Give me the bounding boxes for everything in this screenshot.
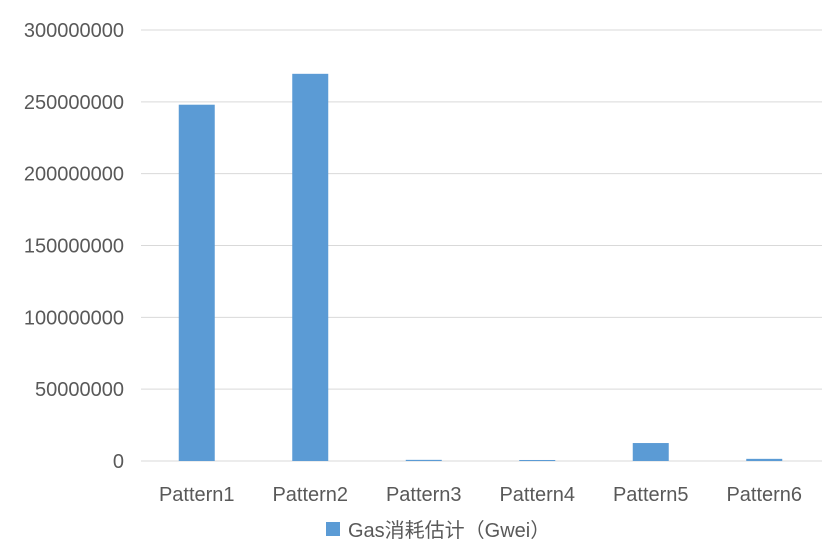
y-tick-label: 250000000 xyxy=(24,92,124,114)
x-category-label: Pattern4 xyxy=(499,484,575,506)
y-tick-label: 50000000 xyxy=(35,379,124,401)
y-axis-tick-labels: 0 50000000 100000000 150000000 200000000 2500… xyxy=(24,20,124,473)
x-category-label: Pattern2 xyxy=(272,484,348,506)
gridlines xyxy=(141,29,822,462)
y-tick-label: 150000000 xyxy=(24,236,124,258)
x-category-label: Pattern6 xyxy=(726,484,802,506)
legend-label: Gas消耗估计（Gwei） xyxy=(348,519,550,542)
x-category-label: Pattern5 xyxy=(613,484,689,506)
bars xyxy=(178,73,783,462)
y-tick-label: 100000000 xyxy=(24,307,124,329)
bar-pattern3 xyxy=(405,459,442,461)
bar-pattern2 xyxy=(292,73,329,462)
bar-pattern4 xyxy=(519,459,556,461)
x-category-label: Pattern3 xyxy=(386,484,462,506)
bar-pattern5 xyxy=(632,443,669,461)
x-axis-category-labels: Pattern1 Pattern2 Pattern3 Pattern4 Pattern5… xyxy=(159,484,802,506)
legend-swatch xyxy=(326,522,340,536)
y-tick-label: 300000000 xyxy=(24,20,124,42)
x-category-label: Pattern1 xyxy=(159,484,235,506)
bar-pattern6 xyxy=(746,458,783,461)
y-tick-label: 200000000 xyxy=(24,164,124,186)
y-tick-label: 0 xyxy=(113,451,124,473)
bar-pattern1 xyxy=(178,104,215,461)
legend: Gas消耗估计（Gwei） xyxy=(326,519,550,542)
